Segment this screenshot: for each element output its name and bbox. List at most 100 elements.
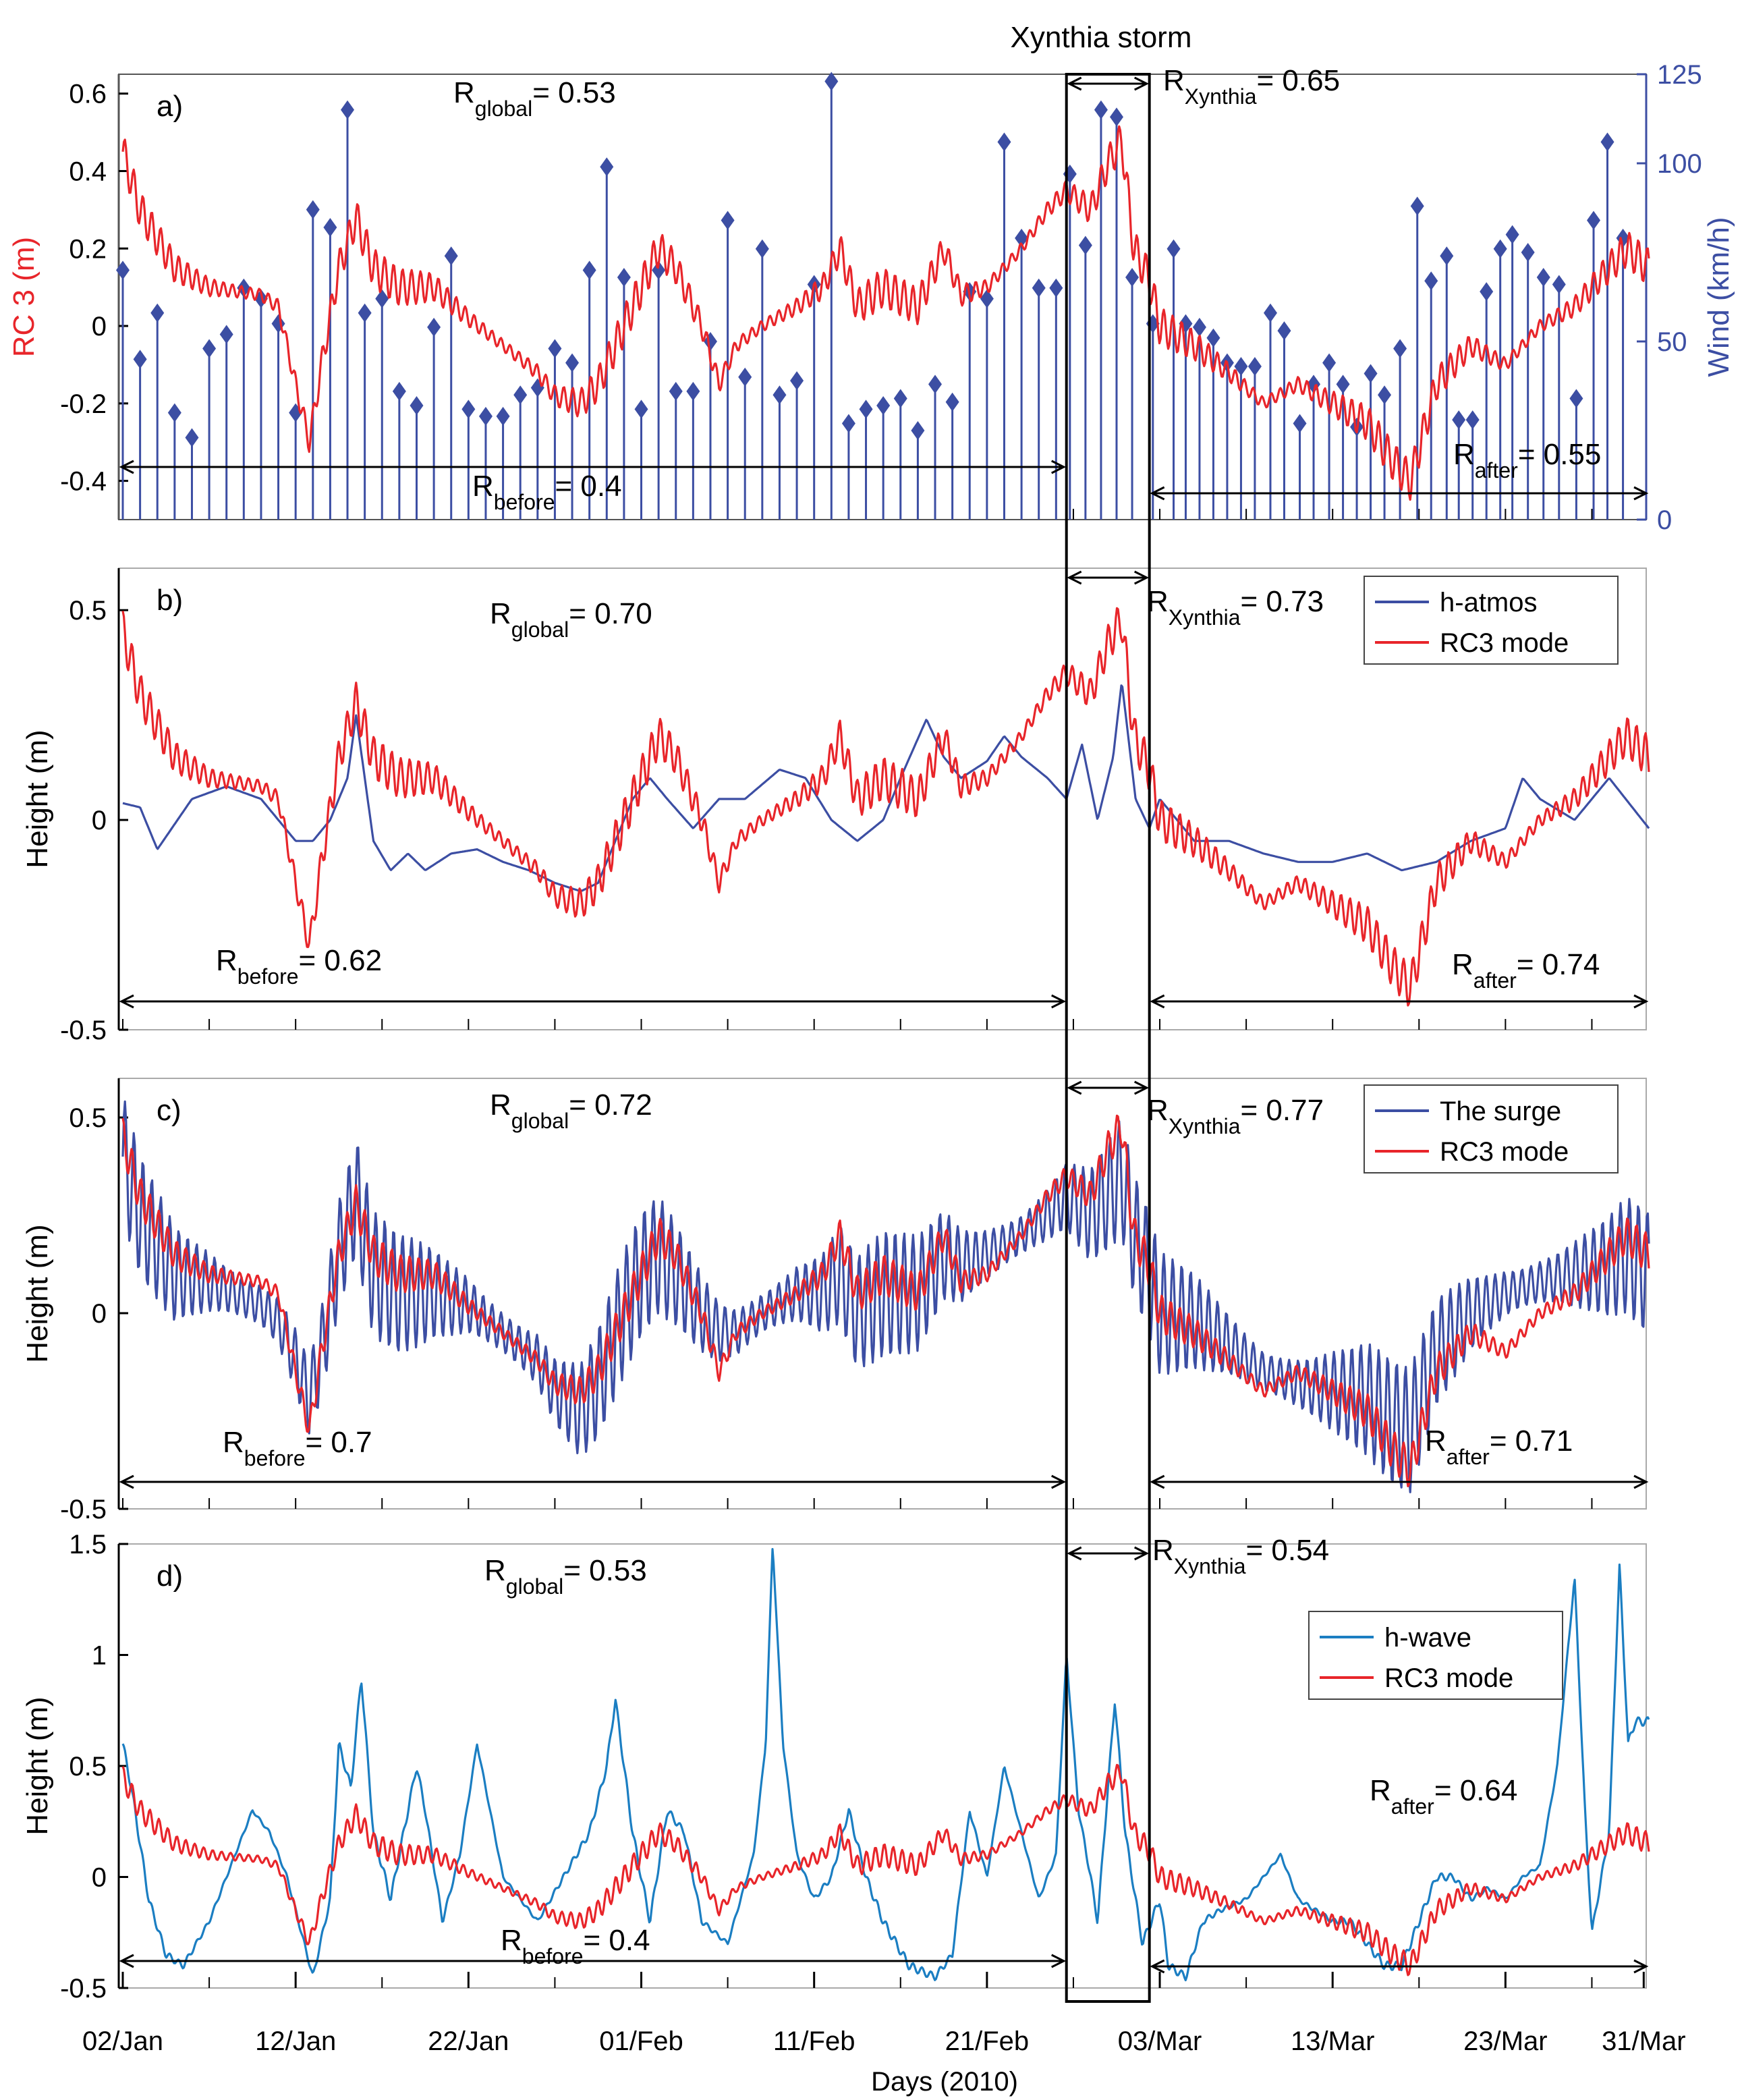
r-global-b: Rglobal= 0.70 <box>490 597 652 642</box>
wind-marker <box>1378 385 1392 405</box>
legend-label: RC3 mode <box>1384 1663 1513 1693</box>
legend-box <box>1364 576 1619 665</box>
panel-a: -0.4 -0.2 0 0.2 0.4 0.6 RC 3 (m) 0 50 100 125 Wind … <box>7 60 1735 535</box>
date-tick-label: 12/Jan <box>255 2026 336 2056</box>
wind-marker <box>478 406 493 426</box>
wind-marker <box>410 396 424 416</box>
series-line-a-rc3-mode <box>121 125 1650 501</box>
r-global-d: Rglobal= 0.53 <box>484 1554 647 1599</box>
legend-box <box>1308 1611 1563 1700</box>
date-axis: 02/Jan 12/Jan 22/Jan 01/Feb 11/Feb 21/Feb 03/M… <box>82 1972 1686 2056</box>
wind-marker <box>323 218 337 238</box>
wind-marker <box>669 381 683 401</box>
y-tick-label-b: 0 <box>92 806 107 835</box>
wind-marker <box>496 406 510 426</box>
wind-marker <box>876 396 891 416</box>
r-before-b: Rbefore= 0.62 <box>216 944 382 989</box>
arrow-xynthia-c <box>1067 1080 1150 1095</box>
arrow-xynthia-b <box>1067 570 1150 585</box>
wind-marker <box>1410 196 1424 216</box>
wind-marker <box>1234 356 1248 376</box>
y-tick-label-c: 0 <box>92 1299 107 1329</box>
y-axis-label-left: RC 3 (m) <box>7 237 40 357</box>
r-after-d: Rafter= 0.64 <box>1370 1774 1517 1819</box>
series-line-b-rc3-mode <box>121 607 1650 1007</box>
wind-marker <box>1600 132 1614 152</box>
y-tick-label-d: -0.5 <box>60 1974 107 2004</box>
wind-marker <box>1452 410 1466 430</box>
y-tick-label-d: 0 <box>92 1863 107 1893</box>
wind-marker <box>859 399 873 419</box>
wind-marker <box>392 381 406 401</box>
wind-marker <box>582 260 596 280</box>
legend-label: RC3 mode <box>1440 628 1569 658</box>
y-tick-label-d: 1.5 <box>69 1530 107 1559</box>
wind-marker <box>911 421 925 440</box>
arrow-after-b <box>1150 994 1649 1009</box>
wind-marker <box>755 239 769 258</box>
wind-marker <box>1032 278 1046 298</box>
y-axis-label-b: Height (m) <box>21 729 54 868</box>
wind-marker <box>167 403 181 422</box>
wind-marker <box>1049 278 1063 298</box>
wind-marker <box>652 260 666 280</box>
arrow-after-c <box>1150 1474 1649 1489</box>
wind-marker <box>1247 356 1262 376</box>
legend-d: h-wave RC3 mode <box>1308 1611 1563 1700</box>
x-axis-label: Days (2010) <box>871 2067 1018 2097</box>
y-tick-label-c: 0.5 <box>69 1103 107 1133</box>
wind-marker <box>1493 239 1507 258</box>
series-line-b-h-atmos <box>122 684 1650 893</box>
wind-marker <box>1094 100 1108 119</box>
storm-rect <box>1065 73 1151 2003</box>
r-after-b: Rafter= 0.74 <box>1452 948 1600 993</box>
series-line-d-rc3-mode <box>121 1763 1650 1977</box>
y-tick-label-right: 0 <box>1657 505 1672 535</box>
wind-marker <box>945 392 959 412</box>
series-line-c-the-surge <box>121 1100 1650 1493</box>
wind-marker <box>1322 353 1337 372</box>
wind-marker <box>116 260 130 280</box>
arrow-xynthia-d <box>1067 1546 1150 1561</box>
r-global-a: Rglobal= 0.53 <box>453 76 616 121</box>
wind-marker <box>1109 107 1123 127</box>
r-global-c: Rglobal= 0.72 <box>490 1088 652 1133</box>
y-tick-label-a: 0.2 <box>69 234 107 264</box>
wind-marker <box>1192 317 1206 337</box>
wind-marker <box>997 132 1011 152</box>
y-tick-label-right: 50 <box>1657 327 1687 357</box>
wind-marker <box>1167 239 1181 258</box>
arrow-xynthia-a <box>1067 76 1150 91</box>
legend-label: RC3 mode <box>1440 1137 1569 1167</box>
r-xynthia-d: RXynthia= 0.54 <box>1152 1534 1329 1578</box>
wind-marker <box>1263 303 1277 323</box>
wind-marker <box>617 267 631 287</box>
wind-marker <box>1552 275 1566 294</box>
wind-marker <box>1206 328 1220 348</box>
wind-stems <box>116 72 1630 520</box>
wind-marker <box>185 428 199 447</box>
r-xynthia-a: RXynthia= 0.65 <box>1163 64 1340 109</box>
date-tick-label: 13/Mar <box>1291 2026 1375 2056</box>
wind-marker <box>1364 364 1378 383</box>
date-tick-label: 02/Jan <box>82 2026 163 2056</box>
y-tick-label-a: -0.2 <box>60 389 107 419</box>
r-xynthia-c: RXynthia= 0.77 <box>1147 1094 1324 1138</box>
panel-label-a: a) <box>157 90 183 123</box>
legend-label: The surge <box>1440 1097 1561 1126</box>
arrow-before-b <box>119 994 1067 1009</box>
panel-label-b: b) <box>157 584 183 617</box>
wind-marker <box>150 303 165 323</box>
date-tick-label: 23/Mar <box>1463 2026 1548 2056</box>
wind-marker <box>1536 267 1550 287</box>
legend-label: h-atmos <box>1440 588 1538 617</box>
r-before-c: Rbefore= 0.7 <box>223 1426 372 1470</box>
wind-marker <box>1336 375 1350 394</box>
wind-marker <box>1424 271 1438 291</box>
legend-c: The surge RC3 mode <box>1364 1084 1619 1173</box>
y-axis-label-c: Height (m) <box>21 1224 54 1362</box>
wind-marker <box>548 339 562 358</box>
y-tick-label-right: 125 <box>1657 60 1702 90</box>
legend-label: h-wave <box>1384 1623 1471 1653</box>
